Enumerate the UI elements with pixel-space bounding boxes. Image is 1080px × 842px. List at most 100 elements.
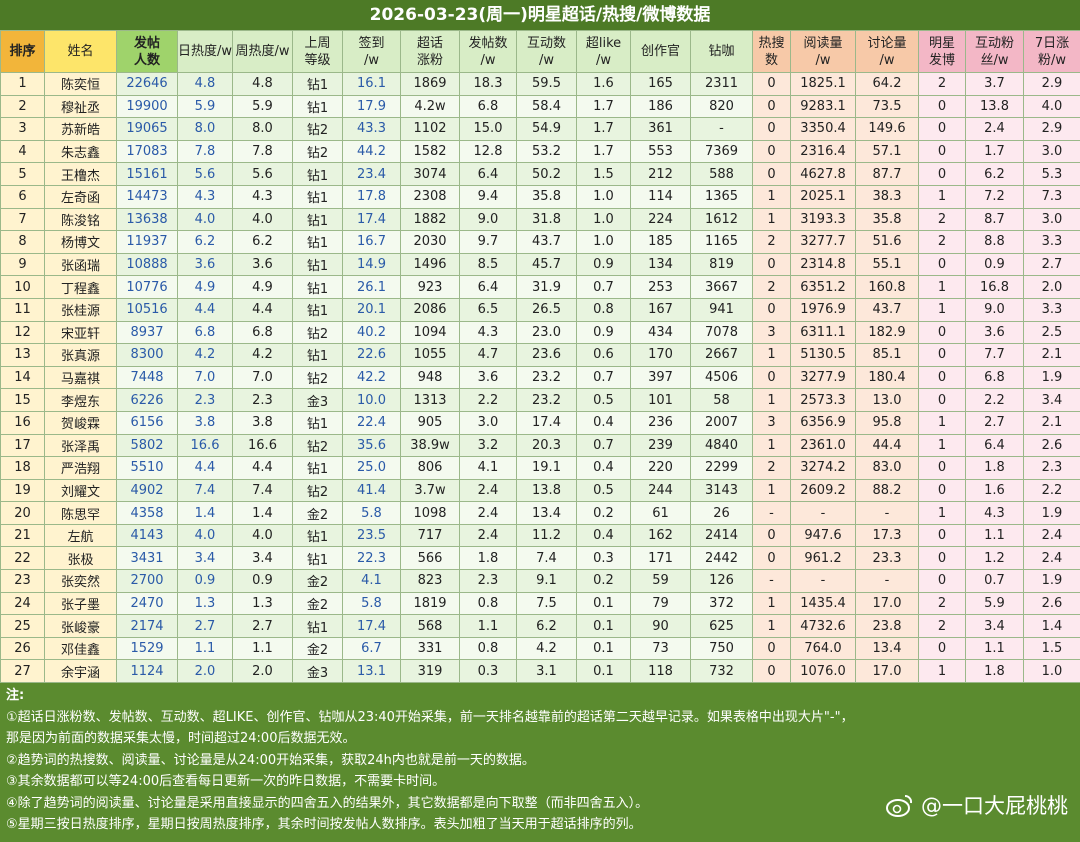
table-cell: 钻1 [292,162,343,186]
table-cell: 6.4 [965,433,1024,458]
table-cell: 41.4 [342,478,401,503]
table-cell: 18.3 [459,72,517,96]
column-header: 日热度/w [177,30,233,73]
table-cell: 2299 [690,456,753,480]
table-cell: 13.1 [342,659,401,684]
table-cell: 42.2 [342,365,401,390]
table-cell: 0 [918,546,966,571]
note-line: ⑤星期三按日热度排序，星期日按周热度排序，其余时间按发帖人数排序。表头加粗了当天… [6,817,642,833]
table-row: 16 贺峻霖 6156 3.8 3.8 钻1 22.4 905 3.0 17.4 0.4 236 200… [0,410,1080,435]
table-cell: 2.9 [1023,72,1080,96]
table-cell: 1 [918,433,966,458]
table-cell: 1976.9 [790,297,856,322]
table-cell: 23.0 [516,320,577,345]
table-cell: - [752,501,791,525]
table-cell: 2.6 [1023,591,1080,616]
table-cell: 2316.4 [790,139,856,164]
table-cell: 4.0 [232,207,293,232]
table-cell: 0 [918,139,966,164]
table-cell: 9.7 [459,230,517,254]
table-cell: 4.4 [232,297,293,322]
table-cell: 1.8 [965,456,1024,480]
table-cell: 16.6 [177,433,233,458]
table-cell: 钻2 [292,139,343,164]
table-cell: 4.4 [232,456,293,480]
table-cell: 13638 [116,207,178,232]
table-cell: 3074 [400,162,460,186]
watermark: @一口大屁桃桃 [885,790,1068,820]
table-cell: 1 [752,343,791,367]
table-cell: 1102 [400,117,460,141]
table-row: 6 左奇函 14473 4.3 4.3 钻1 17.8 2308 9.4 35.8 1.0 114 13… [0,184,1080,209]
table-cell: 38.3 [855,184,919,209]
table-cell: 1.4 [1023,614,1080,638]
table-cell: 2.3 [177,388,233,412]
table-cell: 钻1 [292,546,343,571]
table-cell: 4.2 [232,343,293,367]
table-cell: 4.1 [342,569,401,593]
table-cell: 1 [752,433,791,458]
table-cell: 0 [918,252,966,277]
note-line: ③其余数据都可以等24:00后查看每日更新一次的昨日数据，不需要卡时间。 [6,774,446,790]
table-cell: 3143 [690,478,753,503]
table-cell: 0 [752,546,791,571]
table-cell: 1.7 [576,117,631,141]
table-cell: - [855,569,919,593]
table-cell: 2.0 [232,659,293,684]
table-cell: 58.4 [516,94,577,119]
table-cell: 1.3 [177,591,233,616]
table-cell: 3.1 [516,659,577,684]
column-header: 发帖 人数 [116,30,178,73]
table-cell: 17083 [116,139,178,164]
table-cell: 4.9 [177,275,233,299]
table-row: 10 丁程鑫 10776 4.9 4.9 钻1 26.1 923 6.4 31.9 0.7 253 36… [0,275,1080,299]
table-cell: 23 [0,569,45,593]
table-cell: 1.8 [459,546,517,571]
column-header: 钻咖 [690,30,753,73]
table-cell: 5130.5 [790,343,856,367]
table-cell: 2 [752,230,791,254]
table-cell: 2.6 [1023,433,1080,458]
table-cell: 0.3 [576,546,631,571]
table-cell: 17.0 [855,659,919,684]
table-cell: 806 [400,456,460,480]
table-cell: 钻1 [292,72,343,96]
table-cell: 165 [630,72,691,96]
column-header: 上周 等级 [292,30,343,73]
table-cell: 2.0 [177,659,233,684]
table-cell: 5 [0,162,45,186]
table-cell: 2470 [116,591,178,616]
table-cell: 3277.9 [790,365,856,390]
table-cell: 4506 [690,365,753,390]
table-cell: 0 [918,162,966,186]
table-cell: 2 [918,207,966,232]
table-row: 2 穆祉丞 19900 5.9 5.9 钻1 17.9 4.2w 6.8 58.4 1.7 186 82… [0,94,1080,119]
table-cell: 4.8 [177,72,233,96]
table-cell: 625 [690,614,753,638]
table-cell: 1094 [400,320,460,345]
column-header: 周热度/w [232,30,293,73]
table-cell: 90 [630,614,691,638]
table-cell: 王橹杰 [44,162,117,186]
table-cell: 44.4 [855,433,919,458]
table-cell: 87.7 [855,162,919,186]
table-cell: 8.8 [965,230,1024,254]
table-cell: 2311 [690,72,753,96]
table-cell: 1.1 [965,523,1024,548]
table-cell: 0 [918,456,966,480]
table-cell: 4.3 [232,184,293,209]
table-cell: - [855,501,919,525]
table-cell: 金2 [292,501,343,525]
table-cell: 2.5 [1023,320,1080,345]
table-cell: 2.1 [1023,410,1080,435]
table-cell: 17 [0,433,45,458]
table-cell: 6.2 [232,230,293,254]
table-cell: 948 [400,365,460,390]
table-cell: 20 [0,501,45,525]
table-cell: 1.9 [1023,501,1080,525]
table-cell: 钻1 [292,275,343,299]
table-cell: 4902 [116,478,178,503]
table-cell: 23.5 [342,523,401,548]
note-line: ④除了趋势词的阅读量、讨论量是采用直接显示的四舍五入的结果外，其它数据都是向下取… [6,795,649,811]
table-cell: 1 [918,275,966,299]
